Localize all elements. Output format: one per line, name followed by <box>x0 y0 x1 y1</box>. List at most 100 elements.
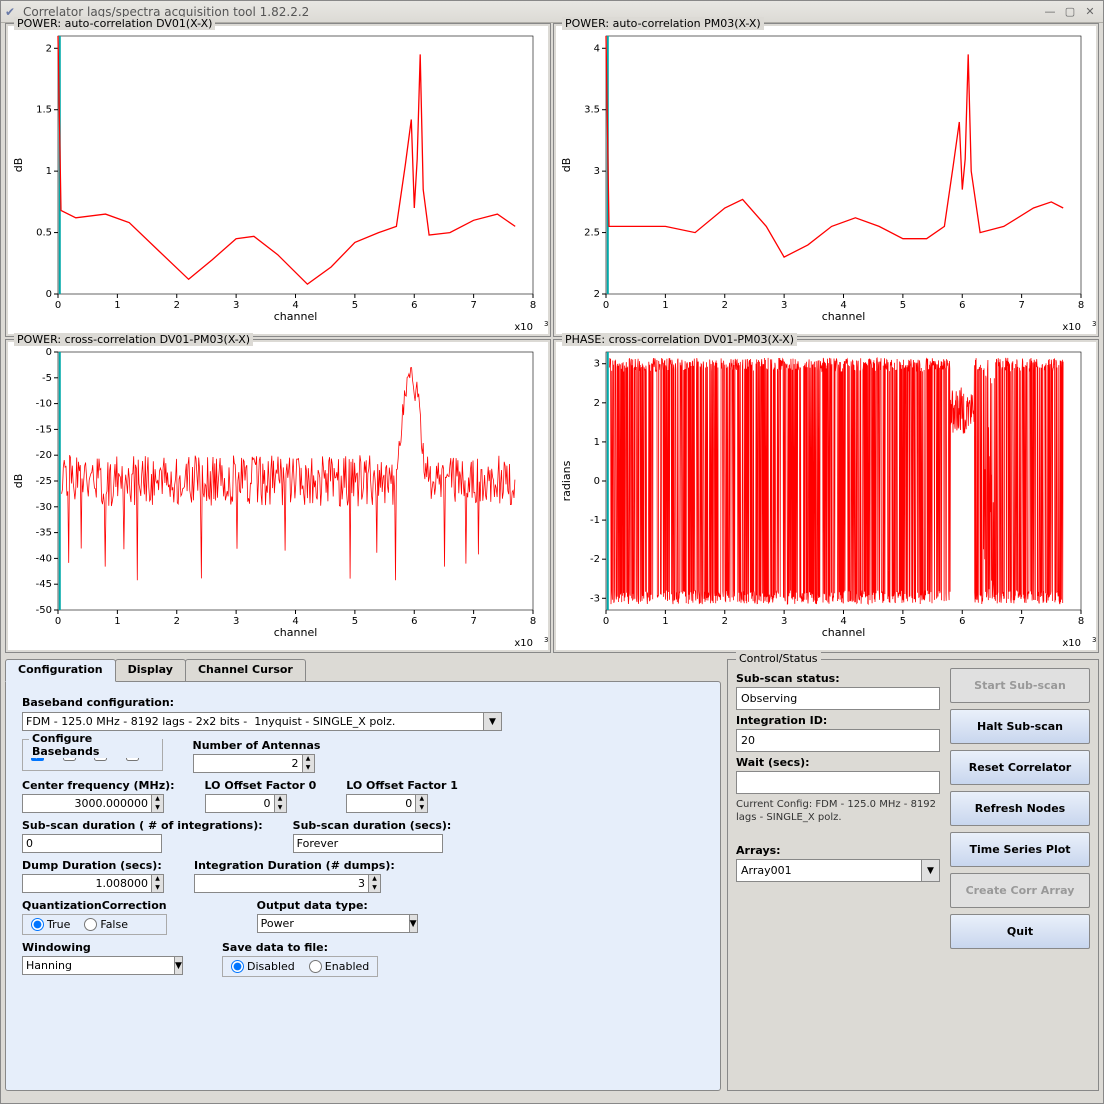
svg-text:-45: -45 <box>36 579 52 590</box>
lo0-input[interactable] <box>205 794 275 813</box>
svg-text:2: 2 <box>46 43 52 54</box>
svg-text:3: 3 <box>781 616 787 627</box>
tab-content-configuration: Baseband configuration: ▼ Configure Base… <box>5 681 721 1091</box>
create-corr-array-button[interactable]: Create Corr Array <box>950 873 1090 908</box>
baseband-config-select[interactable] <box>22 712 484 731</box>
time-series-plot-button[interactable]: Time Series Plot <box>950 832 1090 867</box>
svg-text:3: 3 <box>594 359 600 370</box>
output-type-select[interactable] <box>257 914 410 933</box>
integration-id-input[interactable] <box>736 729 940 752</box>
svg-text:3: 3 <box>544 636 548 644</box>
main-window: ✔ Correlator lags/spectra acquisition to… <box>0 0 1104 1104</box>
svg-text:3: 3 <box>233 300 239 311</box>
refresh-nodes-button[interactable]: Refresh Nodes <box>950 791 1090 826</box>
svg-text:channel: channel <box>822 626 866 639</box>
svg-text:7: 7 <box>1018 300 1024 311</box>
center-freq-input[interactable] <box>22 794 152 813</box>
svg-text:x10: x10 <box>514 638 533 649</box>
charts-grid: POWER: auto-correlation DV01(X-X) 012345… <box>5 23 1099 653</box>
svg-text:1: 1 <box>662 616 668 627</box>
output-label: Output data type: <box>257 899 368 912</box>
quit-button[interactable]: Quit <box>950 914 1090 949</box>
dropdown-icon[interactable]: ▼ <box>175 956 183 975</box>
spinner-icon[interactable]: ▲▼ <box>416 794 428 813</box>
spinner-icon[interactable]: ▲▼ <box>152 874 164 893</box>
svg-text:8: 8 <box>1078 300 1084 311</box>
wait-label: Wait (secs): <box>736 756 940 769</box>
svg-text:3: 3 <box>544 320 548 328</box>
dump-input[interactable] <box>22 874 152 893</box>
quant-false-radio[interactable] <box>84 918 97 931</box>
save-label: Save data to file: <box>222 941 378 954</box>
svg-text:2: 2 <box>174 616 180 627</box>
wait-input[interactable] <box>736 771 940 794</box>
minimize-icon[interactable]: — <box>1041 5 1059 19</box>
control-status-panel: Control/Status Sub-scan status: Integrat… <box>727 659 1099 1091</box>
intdur-input[interactable] <box>194 874 369 893</box>
svg-text:2: 2 <box>594 289 600 300</box>
spinner-icon[interactable]: ▲▼ <box>275 794 287 813</box>
halt-subscan-button[interactable]: Halt Sub-scan <box>950 709 1090 744</box>
svg-text:0: 0 <box>46 347 52 358</box>
lo1-input[interactable] <box>346 794 416 813</box>
arrays-select[interactable] <box>736 859 922 882</box>
windowing-select[interactable] <box>22 956 175 975</box>
tab-display[interactable]: Display <box>115 659 186 681</box>
svg-text:-30: -30 <box>36 502 52 513</box>
save-enabled-radio[interactable] <box>309 960 322 973</box>
svg-text:7: 7 <box>470 300 476 311</box>
close-icon[interactable]: ✕ <box>1081 5 1099 19</box>
subscan-int-label: Sub-scan duration ( # of integrations): <box>22 819 263 832</box>
tab-configuration[interactable]: Configuration <box>5 659 116 682</box>
svg-text:8: 8 <box>530 616 536 627</box>
svg-text:-10: -10 <box>36 399 52 410</box>
svg-text:dB: dB <box>12 474 25 489</box>
svg-text:2: 2 <box>174 300 180 311</box>
start-subscan-button[interactable]: Start Sub-scan <box>950 668 1090 703</box>
configure-basebands-label: Configure Basebands <box>29 732 162 758</box>
svg-text:-5: -5 <box>42 373 52 384</box>
dropdown-icon[interactable]: ▼ <box>484 712 502 731</box>
save-disabled-radio[interactable] <box>231 960 244 973</box>
spinner-icon[interactable]: ▲▼ <box>303 754 315 773</box>
svg-text:5: 5 <box>352 616 358 627</box>
subscan-secs-input[interactable] <box>293 834 443 853</box>
svg-text:-15: -15 <box>36 424 52 435</box>
svg-text:0: 0 <box>55 616 61 627</box>
integration-id-label: Integration ID: <box>736 714 940 727</box>
chart-power-cross: POWER: cross-correlation DV01-PM03(X-X) … <box>5 339 551 653</box>
config-tabs: Configuration Display Channel Cursor Bas… <box>5 659 721 1091</box>
maximize-icon[interactable]: ▢ <box>1061 5 1079 19</box>
svg-text:5: 5 <box>352 300 358 311</box>
svg-text:7: 7 <box>1018 616 1024 627</box>
quant-true-radio[interactable] <box>31 918 44 931</box>
dropdown-icon[interactable]: ▼ <box>410 914 418 933</box>
spinner-icon[interactable]: ▲▼ <box>152 794 164 813</box>
svg-text:3: 3 <box>594 166 600 177</box>
svg-text:5: 5 <box>900 616 906 627</box>
subscan-int-input[interactable] <box>22 834 162 853</box>
dump-label: Dump Duration (secs): <box>22 859 164 872</box>
tab-channel-cursor[interactable]: Channel Cursor <box>185 659 306 681</box>
spinner-icon[interactable]: ▲▼ <box>369 874 381 893</box>
dropdown-icon[interactable]: ▼ <box>922 859 940 882</box>
num-antennas-label: Number of Antennas <box>193 739 321 752</box>
svg-text:0: 0 <box>46 289 52 300</box>
svg-text:-35: -35 <box>36 528 52 539</box>
svg-text:6: 6 <box>411 300 417 311</box>
reset-correlator-button[interactable]: Reset Correlator <box>950 750 1090 785</box>
svg-text:-3: -3 <box>590 593 600 604</box>
baseband-config-label: Baseband configuration: <box>22 696 704 709</box>
svg-text:channel: channel <box>274 626 318 639</box>
svg-text:-50: -50 <box>36 605 52 616</box>
svg-text:3: 3 <box>1092 320 1096 328</box>
subscan-status-input[interactable] <box>736 687 940 710</box>
num-antennas-input[interactable] <box>193 754 303 773</box>
svg-text:1: 1 <box>662 300 668 311</box>
svg-text:5: 5 <box>900 300 906 311</box>
svg-text:3: 3 <box>1092 636 1096 644</box>
svg-text:8: 8 <box>530 300 536 311</box>
svg-text:3: 3 <box>781 300 787 311</box>
svg-text:8: 8 <box>1078 616 1084 627</box>
svg-text:channel: channel <box>822 310 866 323</box>
